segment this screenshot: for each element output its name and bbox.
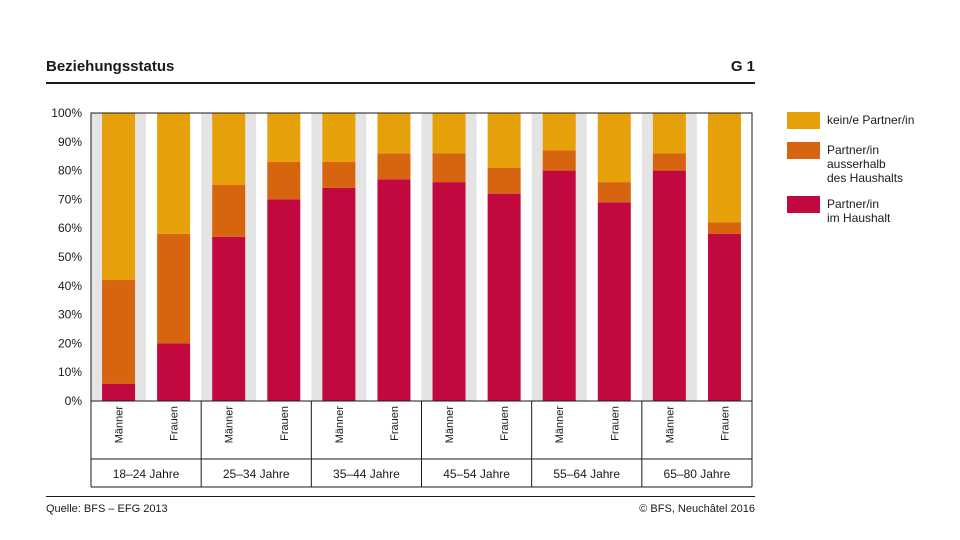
bar-segment-kein-partner <box>322 113 356 162</box>
x-tick-label: Männer <box>664 406 676 444</box>
x-tick-label: Frauen <box>719 406 731 441</box>
x-tick-label: Frauen <box>499 406 511 441</box>
title-rule <box>46 82 755 84</box>
group-label: 65–80 Jahre <box>664 467 731 481</box>
footer-rule <box>46 496 755 497</box>
bar-segment-kein-partner <box>102 113 136 281</box>
bar-segment-ausserhalb <box>432 153 466 183</box>
bar-segment-ausserhalb <box>542 150 576 171</box>
group-label: 55–64 Jahre <box>553 467 620 481</box>
x-tick-label: Männer <box>114 406 126 444</box>
bar-segment-im-haushalt <box>597 202 631 401</box>
legend-label: im Haushalt <box>827 211 891 225</box>
bar-segment-im-haushalt <box>377 179 411 401</box>
legend-label: Partner/in <box>827 143 879 157</box>
bar-segment-ausserhalb <box>267 161 301 200</box>
bar-segment-kein-partner <box>212 113 246 185</box>
bar-segment-im-haushalt <box>652 170 686 401</box>
bar-segment-im-haushalt <box>267 199 301 401</box>
bar-segment-ausserhalb <box>377 153 411 180</box>
x-tick-label: Frauen <box>279 406 291 441</box>
bar-segment-ausserhalb <box>597 182 631 203</box>
y-tick-label: 40% <box>58 279 82 293</box>
x-tick-label: Frauen <box>609 406 621 441</box>
bar-segment-im-haushalt <box>102 383 136 401</box>
source-note: Quelle: BFS – EFG 2013 <box>46 503 168 515</box>
y-tick-label: 0% <box>65 394 83 408</box>
legend-label: ausserhalb <box>827 157 886 171</box>
legend-label: des Haushalts <box>827 171 903 185</box>
x-tick-label: Frauen <box>389 406 401 441</box>
y-tick-label: 80% <box>58 164 82 178</box>
group-label: 25–34 Jahre <box>223 467 290 481</box>
copyright-note: © BFS, Neuchâtel 2016 <box>639 503 755 515</box>
bar-segment-kein-partner <box>597 113 631 183</box>
legend-swatch <box>787 196 820 213</box>
bar-segment-im-haushalt <box>322 187 356 401</box>
figure-number: G 1 <box>730 58 755 75</box>
bar-segment-ausserhalb <box>102 280 136 384</box>
bar-segment-kein-partner <box>157 113 191 234</box>
bar-segment-kein-partner <box>652 113 686 154</box>
legend-swatch <box>787 142 820 159</box>
x-tick-label: Männer <box>334 406 346 444</box>
bar-segment-im-haushalt <box>157 343 191 401</box>
y-tick-label: 30% <box>58 308 82 322</box>
bar-segment-kein-partner <box>487 113 521 168</box>
y-tick-label: 10% <box>58 365 82 379</box>
bar-segment-kein-partner <box>377 113 411 154</box>
bar-segment-ausserhalb <box>707 222 741 234</box>
bar-segment-im-haushalt <box>212 236 246 401</box>
x-tick-label: Männer <box>444 406 456 444</box>
bar-segment-im-haushalt <box>542 170 576 401</box>
bar-segment-im-haushalt <box>487 193 521 401</box>
x-tick-label: Männer <box>554 406 566 444</box>
group-label: 35–44 Jahre <box>333 467 400 481</box>
bar-segment-ausserhalb <box>212 185 246 237</box>
bar-segment-kein-partner <box>707 113 741 223</box>
y-tick-label: 90% <box>58 135 82 149</box>
y-tick-label: 20% <box>58 336 82 350</box>
group-label: 45–54 Jahre <box>443 467 510 481</box>
legend-label: Partner/in <box>827 197 879 211</box>
bar-segment-kein-partner <box>432 113 466 154</box>
bar-segment-kein-partner <box>542 113 576 151</box>
bar-segment-ausserhalb <box>487 167 521 194</box>
bar-segment-kein-partner <box>267 113 301 162</box>
y-tick-label: 100% <box>51 106 82 120</box>
bar-segment-im-haushalt <box>707 233 741 401</box>
legend-swatch <box>787 112 820 129</box>
y-tick-label: 50% <box>58 250 82 264</box>
legend-label: kein/e Partner/in <box>827 113 914 127</box>
x-tick-label: Männer <box>224 406 236 444</box>
y-tick-label: 70% <box>58 192 82 206</box>
group-label: 18–24 Jahre <box>113 467 180 481</box>
bar-segment-im-haushalt <box>432 182 466 401</box>
bar-segment-ausserhalb <box>322 161 356 188</box>
y-tick-label: 60% <box>58 221 82 235</box>
bar-segment-ausserhalb <box>652 153 686 171</box>
bar-segment-ausserhalb <box>157 233 191 344</box>
x-tick-label: Frauen <box>169 406 181 441</box>
chart-title: Beziehungsstatus <box>46 58 175 75</box>
